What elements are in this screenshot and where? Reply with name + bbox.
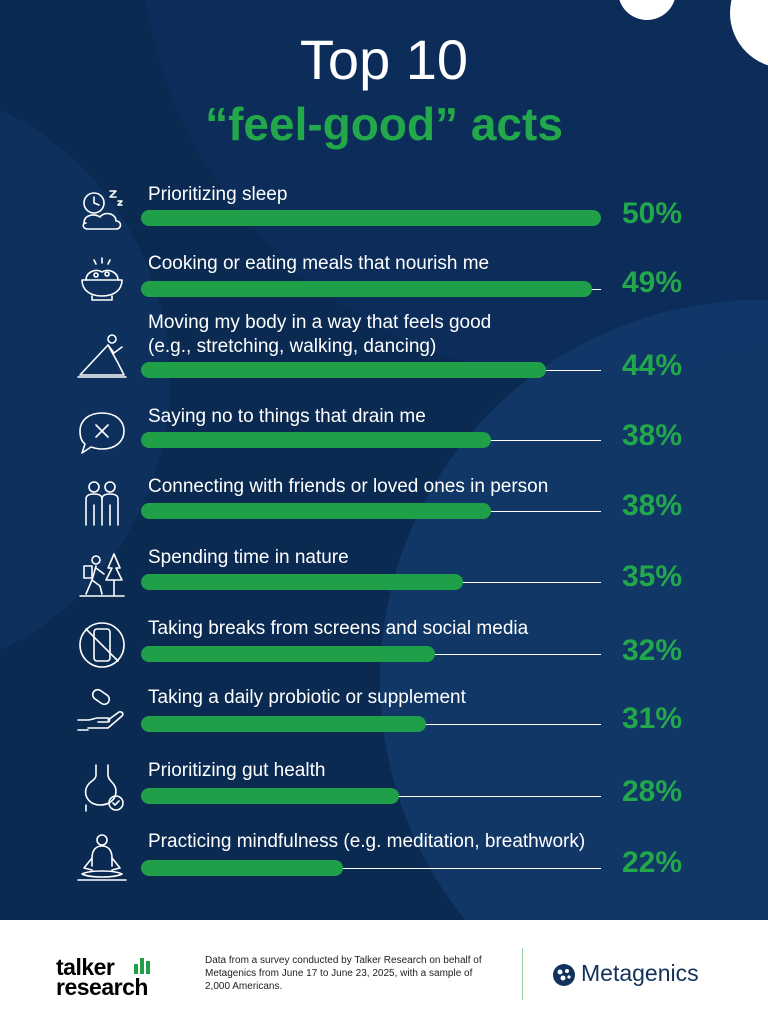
friends-icon: [74, 475, 130, 531]
bar-value-label: 28%: [622, 775, 683, 808]
bar-label: Moving my body in a way that feels good …: [148, 312, 492, 357]
bar-value-label: 38%: [622, 489, 683, 522]
bar-label: Practicing mindfulness (e.g. meditation,…: [148, 831, 586, 852]
bar: [141, 210, 601, 226]
bar: [141, 362, 546, 378]
bar-label: Prioritizing sleep: [148, 184, 288, 205]
background-circle: [618, 0, 676, 20]
hiking-icon: [74, 546, 130, 602]
stomach-icon: [74, 759, 130, 815]
yoga-icon: [74, 327, 130, 383]
bar: [141, 503, 491, 519]
bar-label: Taking breaks from screens and social me…: [148, 618, 529, 639]
metagenics-logo-text: Metagenics: [581, 960, 699, 986]
bar-value-label: 49%: [622, 266, 683, 299]
sleep-icon: [74, 181, 130, 237]
talker-research-logo-bars-icon: [134, 958, 150, 974]
infographic-panel: Top 10 “feel-good” acts Prioritizing sle…: [0, 0, 768, 920]
bar-value-label: 31%: [622, 702, 683, 735]
meditation-icon: [74, 830, 130, 886]
bar-label: Taking a daily probiotic or supplement: [148, 687, 466, 708]
speech-bubble-x-icon: [74, 405, 130, 461]
bar-value-label: 50%: [622, 197, 683, 230]
footer: talker research Data from a survey condu…: [0, 920, 768, 1031]
bar-value-label: 35%: [622, 560, 683, 593]
talker-research-logo: talker research: [56, 954, 148, 1000]
bar-label: Prioritizing gut health: [148, 760, 326, 781]
bar-value-label: 38%: [622, 419, 683, 452]
chart-subtitle: “feel-good” acts: [205, 98, 563, 150]
background-circle: [380, 300, 768, 920]
bar-value-label: 32%: [622, 634, 683, 667]
talker-research-logo-text: talker research: [56, 954, 148, 1000]
bar: [141, 574, 463, 590]
bar-label: Spending time in nature: [148, 547, 349, 568]
metagenics-logo-icon: [553, 964, 575, 986]
chart-title: Top 10: [299, 28, 469, 91]
bar: [141, 281, 592, 297]
bar: [141, 646, 435, 662]
no-phone-icon: [74, 617, 130, 673]
bar: [141, 432, 491, 448]
bar: [141, 716, 426, 732]
bar: [141, 860, 343, 876]
bar-track: [141, 868, 601, 869]
supplement-hand-icon: [74, 686, 130, 742]
survey-note: Data from a survey conducted by Talker R…: [205, 955, 482, 992]
bar: [141, 788, 399, 804]
bar-label: Saying no to things that drain me: [148, 406, 426, 427]
bar-value-label: 44%: [622, 349, 683, 382]
meal-bowl-icon: [74, 250, 130, 306]
bar-label: Cooking or eating meals that nourish me: [148, 253, 490, 274]
footer-divider: [522, 948, 523, 1000]
bar-label: Connecting with friends or loved ones in…: [148, 476, 549, 497]
bar-value-label: 22%: [622, 846, 683, 879]
